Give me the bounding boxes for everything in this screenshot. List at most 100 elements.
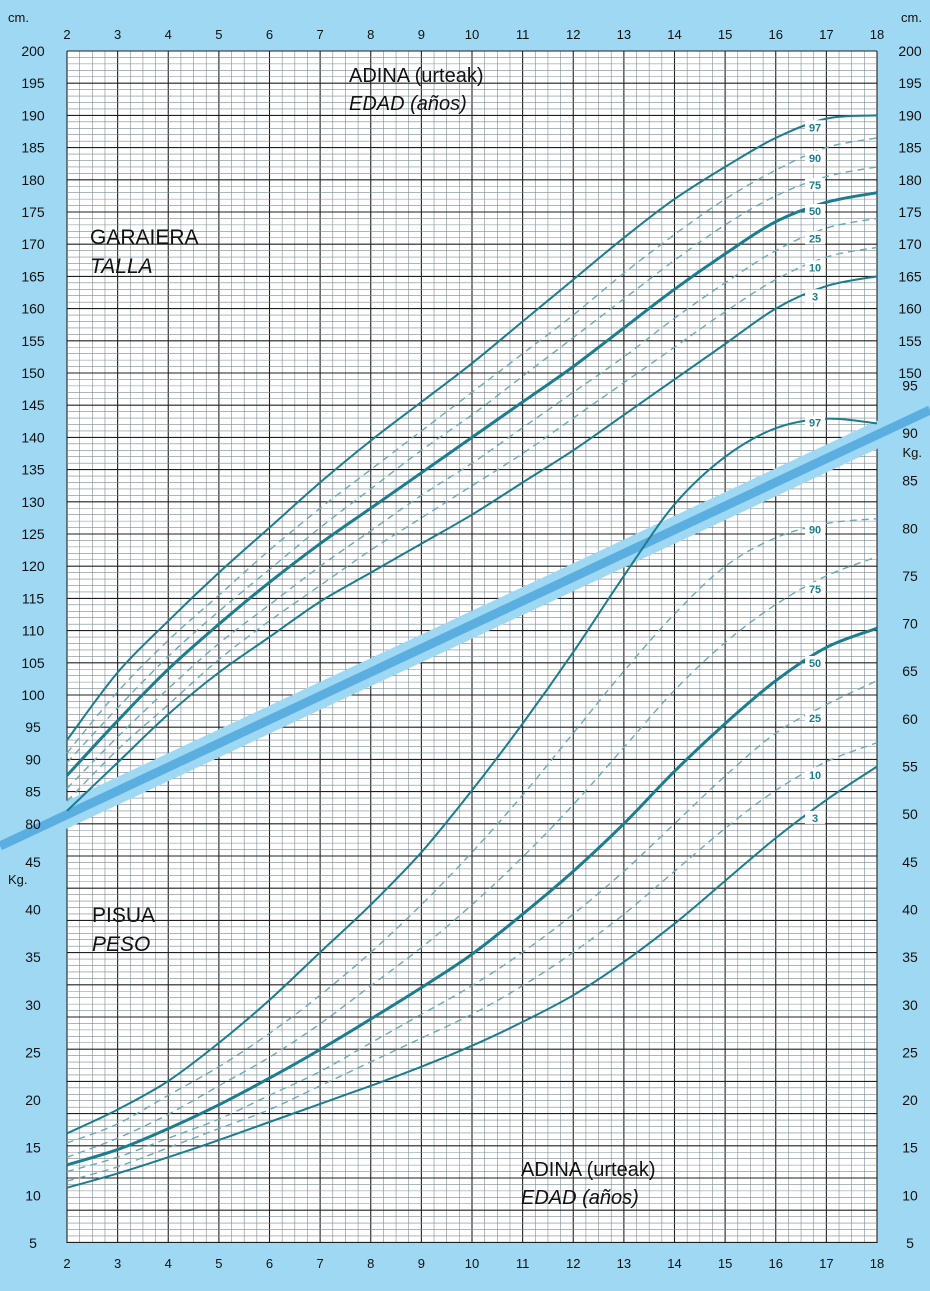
x-tick-bottom: 11 (516, 1256, 530, 1271)
x-tick-bottom: 18 (870, 1256, 884, 1271)
weight-curve-p75 (66, 556, 878, 1158)
height-curve-p50 (65, 191, 878, 777)
height-tick-left: 120 (21, 558, 45, 574)
height-tick-right: 200 (898, 43, 922, 59)
height-tick-left: 180 (21, 172, 45, 188)
weight-label-p75: 75 (809, 584, 821, 596)
height-tick-right: 190 (898, 107, 922, 123)
weight-tick-left: 15 (25, 1140, 41, 1156)
weight-tick-right: 70 (902, 616, 918, 632)
height-label-bg-p3 (805, 289, 826, 303)
weight-tick-right: 30 (902, 997, 918, 1013)
x-tick-bottom: 5 (215, 1256, 222, 1271)
weight-label-p90: 90 (809, 525, 821, 537)
weight-label-p3: 3 (812, 813, 818, 825)
age-subtitle-bottom: EDAD (años) (521, 1187, 639, 1209)
height-label-p3: 3 (812, 291, 818, 303)
height-tick-left: 135 (21, 462, 45, 478)
x-tick-top: 11 (516, 27, 530, 42)
height-tick-left: 165 (21, 268, 45, 284)
weight-curve-p90 (66, 518, 878, 1144)
weight-tick-right: 45 (902, 854, 918, 870)
weight-label-p25: 25 (809, 713, 821, 725)
x-tick-top: 2 (63, 27, 70, 42)
x-tick-top: 16 (769, 27, 783, 42)
weight-subtitle: PESO (92, 933, 150, 956)
x-tick-bottom: 15 (718, 1256, 732, 1271)
weight-tick-right: 35 (902, 949, 918, 965)
divider-line (0, 405, 930, 851)
x-tick-bottom: 3 (114, 1256, 121, 1271)
x-tick-bottom: 8 (367, 1256, 374, 1271)
height-tick-left: 140 (21, 429, 45, 445)
x-tick-bottom: 7 (317, 1256, 324, 1271)
height-tick-left: 80 (25, 816, 41, 832)
height-tick-left: 195 (21, 75, 45, 91)
height-label-p50: 50 (809, 206, 821, 218)
height-title: GARAIERA (90, 226, 199, 249)
height-tick-right: 150 (898, 365, 922, 381)
weight-tick-left: 25 (25, 1044, 41, 1060)
height-tick-left: 185 (21, 140, 45, 156)
height-label-bg-p90 (805, 150, 826, 164)
height-tick-left: 115 (22, 590, 45, 606)
height-label-p90: 90 (809, 153, 821, 165)
height-tick-left: 145 (21, 397, 45, 413)
weight-tick-right: 50 (902, 806, 918, 822)
height-tick-left: 130 (21, 494, 45, 510)
weight-curve-p25 (66, 680, 878, 1173)
weight-tick-left: 40 (25, 901, 41, 917)
x-tick-top: 12 (566, 27, 580, 42)
weight-title: PISUA (92, 904, 155, 927)
x-tick-top: 3 (114, 27, 121, 42)
height-tick-left: 160 (21, 301, 45, 317)
weight-tick-left: 10 (25, 1187, 41, 1203)
weight-tick-right: 75 (902, 568, 918, 584)
height-curve-p97 (66, 114, 878, 741)
weight-tick-left: 20 (25, 1092, 41, 1108)
age-subtitle-top: EDAD (años) (349, 93, 467, 115)
cm-left-label: cm. (8, 10, 29, 25)
height-label-p97: 97 (809, 122, 821, 134)
tick-labels: 2233445566778899101011111212131314141515… (21, 27, 922, 1271)
weight-label-bg-p90 (805, 522, 826, 536)
height-tick-right: 180 (898, 172, 922, 188)
divider-band (0, 396, 930, 860)
x-tick-top: 5 (215, 27, 222, 42)
height-tick-left: 155 (21, 333, 45, 349)
height-tick-left: 100 (21, 687, 45, 703)
weight-label-bg-p75 (805, 582, 826, 596)
height-label-bg-p50 (805, 204, 826, 217)
height-curve-p75 (66, 166, 878, 764)
weight-tick-right: 55 (902, 759, 918, 775)
x-tick-bottom: 10 (465, 1256, 479, 1271)
weight-curve-p3 (66, 765, 878, 1189)
x-tick-bottom: 13 (617, 1256, 631, 1271)
weight-tick-left: 35 (25, 949, 41, 965)
height-tick-left: 175 (21, 204, 45, 220)
x-tick-top: 6 (266, 27, 273, 42)
weight-tick-right: 15 (902, 1140, 918, 1156)
weight-tick-right: 95 (902, 377, 918, 393)
height-label-bg-p10 (805, 260, 826, 274)
x-tick-bottom: 2 (63, 1256, 70, 1271)
weight-tick-right: 90 (902, 425, 918, 441)
height-tick-right: 160 (898, 301, 922, 317)
x-tick-top: 13 (617, 27, 631, 42)
height-label-bg-p97 (805, 120, 826, 134)
height-curve-p25 (66, 217, 878, 789)
height-tick-right: 195 (898, 75, 922, 91)
height-tick-left: 110 (22, 623, 45, 639)
height-curve-p3 (66, 275, 878, 812)
weight-label-p10: 10 (809, 770, 821, 782)
x-tick-top: 4 (165, 27, 172, 42)
percentile-curves: 97 90 75 50 25 10 3 97 90 75 50 25 10 3 (65, 114, 878, 1189)
weight-curve-p97 (66, 417, 878, 1135)
height-tick-left: 95 (25, 719, 41, 735)
weight-label-bg-p10 (805, 768, 826, 782)
weight-tick-right: 60 (902, 711, 918, 727)
weight-tick-left: 30 (25, 997, 41, 1013)
cm-right-label: cm. (901, 10, 922, 25)
